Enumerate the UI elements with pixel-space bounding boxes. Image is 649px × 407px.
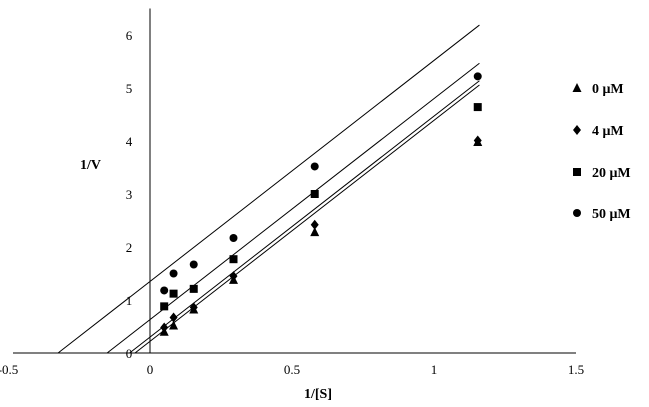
data-point [160,286,169,295]
data-point [310,219,319,230]
data-point [189,284,198,293]
legend-label: 4 μM [592,124,624,139]
legend-label: 50 μM [592,207,631,222]
x-tick-label: 0.5 [284,362,300,377]
fit-line [134,84,480,354]
data-point [473,72,482,81]
data-point [310,227,320,237]
y-tick-label: 4 [126,134,133,149]
y-tick-label: 1 [126,293,133,308]
data-point [189,260,198,269]
legend-marker [573,125,581,135]
y-tick-label: 3 [126,187,133,202]
x-tick-label: -0.5 [0,362,18,377]
legend-label: 20 μM [592,166,631,181]
fit-line [57,24,480,354]
y-tick-label: 2 [126,240,133,255]
legend: 0 μM 4 μM 20 μM 50 μM [572,82,631,222]
legend-marker [572,83,582,92]
legend-marker [573,168,581,176]
data-point [229,271,238,282]
y-tick-label: 5 [126,81,133,96]
y-axis-title: 1/V [80,158,101,173]
fit-line [129,80,480,354]
x-tick-label: 1.5 [568,362,584,377]
data-point [473,135,482,146]
y-tick-label: 6 [126,28,133,43]
data-point [310,162,319,171]
legend-marker [573,209,581,217]
data-point [169,320,179,330]
tick-labels: -0.5 0 0.5 1 1.5 0 1 2 3 4 5 6 [0,28,584,377]
fit-line [106,62,480,354]
legend-label: 0 μM [592,82,624,97]
data-point [310,190,319,198]
data-points [159,72,483,336]
y-tick-label: 0 [126,346,133,361]
data-point [169,289,178,298]
fit-lines [57,24,480,354]
x-axis-title: 1/[S] [304,387,332,402]
x-tick-label: 1 [431,362,438,377]
data-point [189,302,198,313]
data-point [169,312,178,323]
data-point [229,233,238,242]
data-point [229,255,238,264]
x-tick-label: 0 [147,362,154,377]
axes [13,8,576,354]
data-point [169,269,178,278]
data-point [160,302,169,311]
data-point [160,322,169,333]
data-point [473,103,482,112]
